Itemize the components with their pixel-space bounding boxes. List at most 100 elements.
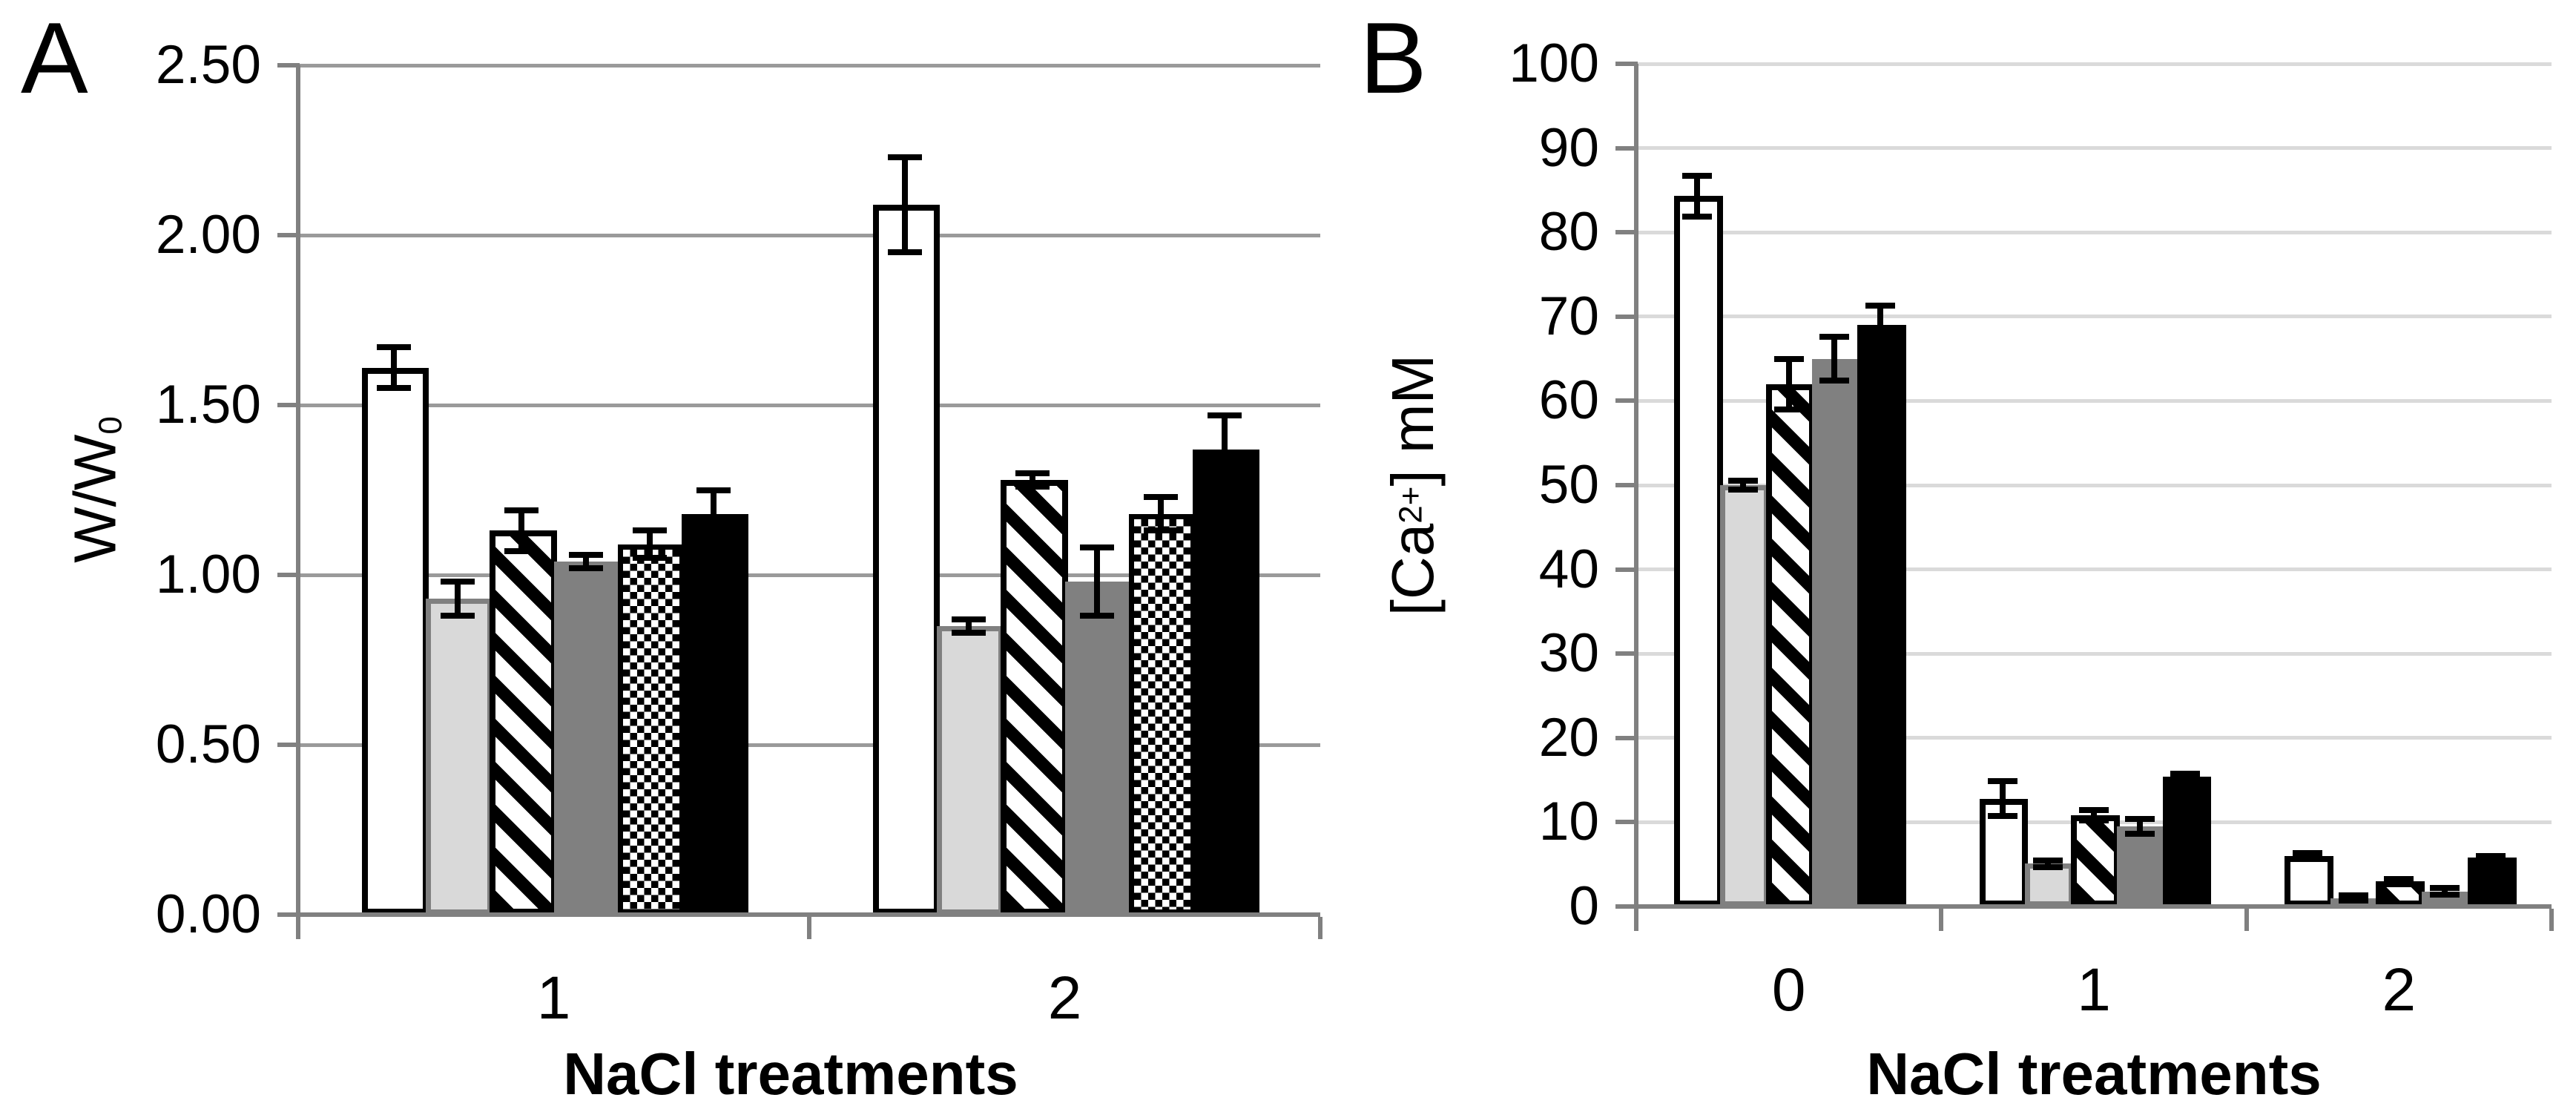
bar-light-gray-cat1 xyxy=(2025,863,2075,906)
x-axis-tick xyxy=(2549,909,2554,931)
gridline xyxy=(1636,483,2552,487)
bar-white-cat0 xyxy=(362,367,429,915)
error-bar-cap-top xyxy=(2384,875,2414,882)
error-bar-line xyxy=(1785,358,1792,409)
error-bar-cap-top xyxy=(2170,770,2201,777)
error-bar-cap-bottom xyxy=(2430,892,2460,898)
y-axis-tick xyxy=(1615,62,1638,66)
y-axis-tick-label: 2.00 xyxy=(155,205,261,265)
error-bar-cap-bottom xyxy=(2170,777,2201,783)
error-bar-line xyxy=(2136,818,2143,835)
y-axis-tick-label: 80 xyxy=(1538,202,1599,263)
error-bar-cap-top xyxy=(2033,857,2063,863)
gridline xyxy=(1636,736,2552,740)
y-axis-tick-label: 20 xyxy=(1538,707,1599,768)
error-bar-line xyxy=(710,490,717,538)
error-bar-cap-top xyxy=(2475,852,2506,859)
error-bar-cap-top xyxy=(1682,173,1713,180)
error-bar-line xyxy=(1221,415,1228,484)
error-bar-line xyxy=(1093,547,1100,616)
bar-diamond-checker-cat0 xyxy=(617,544,685,915)
error-bar-line xyxy=(646,530,653,559)
error-bar-line xyxy=(902,157,909,252)
bar-light-gray-cat1 xyxy=(937,625,1004,915)
error-bar-cap-top xyxy=(1865,303,1896,309)
error-bar-cap-top xyxy=(2430,885,2460,891)
error-bar-line xyxy=(966,619,972,633)
error-bar-cap-top xyxy=(2079,807,2109,814)
y-axis-tick-label: 70 xyxy=(1538,286,1599,346)
error-bar-cap-bottom xyxy=(2384,881,2414,887)
y-axis-tick xyxy=(277,403,300,407)
bar-black-cat0 xyxy=(681,513,748,915)
y-axis-tick xyxy=(277,63,300,68)
error-bar-cap-bottom xyxy=(1987,813,2017,820)
error-bar-cap-top xyxy=(2292,850,2322,857)
y-axis-tick-label: 100 xyxy=(1509,33,1599,93)
y-axis-tick xyxy=(1615,735,1638,740)
y-axis-tick-label: 0.00 xyxy=(155,884,261,944)
y-axis-tick xyxy=(1615,314,1638,319)
x-category-label: 1 xyxy=(536,964,571,1032)
y-axis-tick xyxy=(277,233,300,237)
bar-diagonal-stripes-cat0 xyxy=(490,530,557,915)
y-axis-tick-label: 0 xyxy=(1569,876,1599,936)
error-bar-line xyxy=(1030,473,1036,487)
x-axis-tick xyxy=(2244,909,2249,931)
error-bar-cap-bottom xyxy=(696,534,731,541)
error-bar-cap-top xyxy=(1143,493,1178,500)
bar-dark-gray-cat0 xyxy=(1811,358,1861,906)
y-axis-tick xyxy=(1615,145,1638,151)
gridline xyxy=(298,233,1320,237)
error-bar-cap-bottom xyxy=(888,249,923,255)
bar-white-cat1 xyxy=(873,204,941,915)
gridline xyxy=(298,573,1320,577)
error-bar-line xyxy=(2091,810,2097,821)
error-bar-line xyxy=(391,347,398,389)
bar-white-cat2 xyxy=(2285,855,2333,906)
error-bar-line xyxy=(1877,306,1884,345)
y-axis-tick xyxy=(277,743,300,747)
error-bar-line xyxy=(1831,337,1838,381)
error-bar-cap-top xyxy=(377,344,412,351)
gridline xyxy=(1636,230,2552,234)
panel-b-letter: B xyxy=(1360,1,1427,114)
error-bar-cap-bottom xyxy=(1079,612,1114,619)
error-bar-cap-bottom xyxy=(504,547,539,554)
error-bar-cap-bottom xyxy=(568,565,603,571)
gridline xyxy=(298,743,1320,747)
error-bar-cap-top xyxy=(1727,478,1758,484)
y-axis-tick-label: 60 xyxy=(1538,370,1599,431)
panel-b-x-axis-title: NaCl treatments xyxy=(1866,1041,2322,1107)
y-axis-tick xyxy=(1615,230,1638,235)
gridline xyxy=(298,63,1320,68)
error-bar-cap-bottom xyxy=(2079,817,2109,824)
error-bar-cap-top xyxy=(1079,544,1114,551)
bar-black-cat2 xyxy=(2467,858,2517,906)
x-axis-tick xyxy=(1939,909,1944,931)
y-axis-tick-label: 50 xyxy=(1538,455,1599,515)
error-bar-cap-bottom xyxy=(1143,527,1178,534)
y-axis-tick-label: 1.50 xyxy=(155,375,261,435)
x-axis-tick xyxy=(1634,909,1638,931)
error-bar-cap-bottom xyxy=(632,555,667,562)
gridline xyxy=(1636,398,2552,403)
y-axis-tick xyxy=(1615,820,1638,825)
error-bar-cap-bottom xyxy=(2475,856,2506,863)
y-axis-tick xyxy=(1615,567,1638,572)
y-axis-tick-label: 10 xyxy=(1538,792,1599,852)
bar-diagonal-stripes-cat1 xyxy=(2071,815,2120,906)
error-bar-cap-bottom xyxy=(441,612,475,619)
error-bar-line xyxy=(1739,481,1746,490)
error-bar-line xyxy=(2045,860,2052,867)
y-axis-tick xyxy=(1615,483,1638,487)
x-category-label: 2 xyxy=(1047,964,1082,1032)
error-bar-cap-top xyxy=(1819,334,1850,340)
error-bar-cap-bottom xyxy=(1682,213,1713,220)
error-bar-cap-bottom xyxy=(2033,863,2063,870)
bar-dark-gray-cat0 xyxy=(553,561,621,915)
error-bar-cap-bottom xyxy=(1015,483,1050,490)
error-bar-cap-bottom xyxy=(2338,898,2368,904)
x-category-label: 1 xyxy=(2077,956,2111,1024)
